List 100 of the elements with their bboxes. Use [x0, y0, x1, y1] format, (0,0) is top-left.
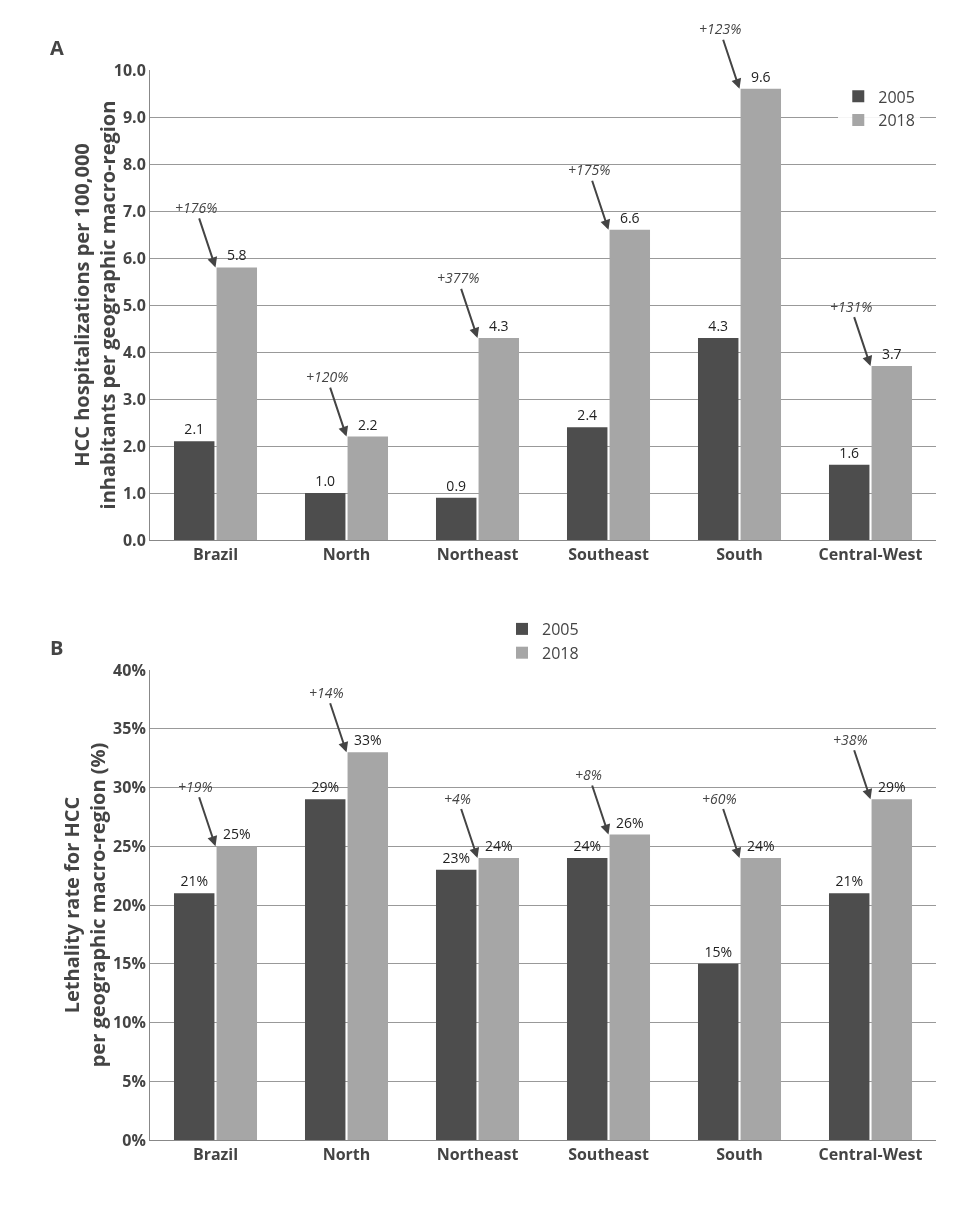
y-tick-label: 30%: [113, 776, 146, 799]
x-tick-label: South: [716, 1143, 763, 1166]
bar: [740, 88, 782, 540]
legend-label: 2018: [878, 109, 915, 132]
x-tick-label: Southeast: [568, 543, 649, 566]
data-label: 24%: [484, 836, 513, 855]
data-label: 21%: [180, 871, 209, 891]
data-label: 2.1: [184, 419, 205, 439]
bar: [347, 436, 389, 540]
data-label: 33%: [353, 730, 382, 750]
annotation: +120%: [306, 367, 349, 386]
bar: [609, 229, 651, 540]
annotation: +4%: [444, 789, 471, 808]
bar: [566, 427, 608, 540]
y-tick-label: 8.0: [122, 152, 146, 175]
bar: [216, 267, 258, 540]
x-tick-label: North: [322, 543, 371, 566]
data-label: 29%: [311, 777, 340, 797]
bar: [609, 834, 651, 1140]
data-label: 29%: [877, 777, 906, 797]
y-tick-label: 5.0: [122, 293, 146, 316]
y-axis-title: Lethality rate for HCC per geographic macro-region (%): [58, 742, 112, 1068]
bar: [216, 846, 258, 1140]
y-tick-label: 20%: [113, 893, 146, 916]
y-tick-label: 3.0: [122, 387, 146, 410]
data-label: 3.7: [881, 344, 902, 364]
y-tick-label: 10%: [113, 1011, 146, 1034]
bar: [478, 858, 520, 1140]
bar: [740, 858, 782, 1140]
bar: [871, 366, 913, 540]
x-tick-label: Northeast: [436, 543, 519, 566]
y-tick-label: 0.0: [122, 528, 146, 551]
bar: [435, 869, 477, 1140]
data-label: 23%: [442, 847, 471, 867]
x-tick-label: Northeast: [436, 1143, 519, 1166]
legend-label: 2018: [542, 641, 579, 664]
y-tick-label: 40%: [113, 658, 146, 681]
data-label: 6.6: [619, 207, 640, 227]
y-tick-label: 25%: [113, 834, 146, 857]
bar: [304, 799, 346, 1140]
annotation: +123%: [699, 19, 742, 38]
annotation: +8%: [575, 765, 602, 784]
bar: [697, 337, 739, 540]
data-label: 4.3: [488, 315, 509, 335]
y-tick-label: 35%: [113, 717, 146, 740]
y-tick-label: 4.0: [122, 340, 146, 363]
bar: [435, 497, 477, 540]
bar: [304, 493, 346, 540]
data-label: 5.8: [226, 245, 247, 265]
y-tick-label: 10.0: [113, 58, 146, 81]
data-label: 1.6: [839, 442, 860, 462]
data-label: 26%: [615, 812, 644, 832]
data-label: 15%: [704, 941, 733, 961]
y-tick-label: 6.0: [122, 246, 146, 269]
annotation: +19%: [178, 777, 213, 796]
annotation: +38%: [833, 730, 868, 749]
annotation: +377%: [437, 268, 480, 287]
annotation: +14%: [309, 683, 344, 702]
data-label: 4.3: [708, 315, 729, 335]
bar: [697, 963, 739, 1140]
x-tick-label: Brazil: [192, 543, 239, 566]
bar: [828, 464, 870, 540]
y-tick-label: 15%: [113, 952, 146, 975]
bar: [173, 441, 215, 540]
annotation: +175%: [568, 160, 611, 179]
y-tick-label: 0%: [122, 1128, 146, 1151]
y-tick-label: 5%: [122, 1069, 146, 1092]
data-label: 24%: [746, 836, 775, 855]
chart-title: B: [50, 634, 64, 661]
x-tick-label: North: [322, 1143, 371, 1166]
data-label: 25%: [222, 824, 251, 844]
y-tick-label: 2.0: [122, 434, 146, 457]
bar: [828, 893, 870, 1140]
chart-title: A: [50, 34, 64, 61]
y-tick-label: 1.0: [122, 481, 146, 504]
annotation: +60%: [702, 789, 737, 808]
data-label: 2.2: [357, 414, 378, 434]
bar: [566, 858, 608, 1140]
x-tick-label: Central-West: [818, 543, 923, 566]
x-tick-label: South: [716, 543, 763, 566]
bar: [478, 337, 520, 540]
data-label: 0.9: [446, 475, 467, 495]
legend-label: 2005: [542, 618, 579, 641]
bar: [347, 752, 389, 1140]
y-tick-label: 9.0: [122, 105, 146, 128]
y-axis-title: HCC hospitalizations per 100,000 inhabitants per geographic macro-region: [67, 100, 121, 510]
y-tick-label: 7.0: [122, 199, 146, 222]
annotation: +131%: [830, 297, 873, 316]
data-label: 21%: [835, 871, 864, 891]
annotation: +176%: [175, 198, 218, 217]
bar: [871, 799, 913, 1140]
x-tick-label: Central-West: [818, 1143, 923, 1166]
data-label: 2.4: [577, 405, 598, 425]
legend-label: 2005: [878, 85, 915, 108]
x-tick-label: Brazil: [192, 1143, 239, 1166]
data-label: 9.6: [750, 66, 771, 86]
x-tick-label: Southeast: [568, 1143, 649, 1166]
bar: [173, 893, 215, 1140]
data-label: 1.0: [315, 471, 336, 490]
data-label: 24%: [573, 836, 602, 855]
